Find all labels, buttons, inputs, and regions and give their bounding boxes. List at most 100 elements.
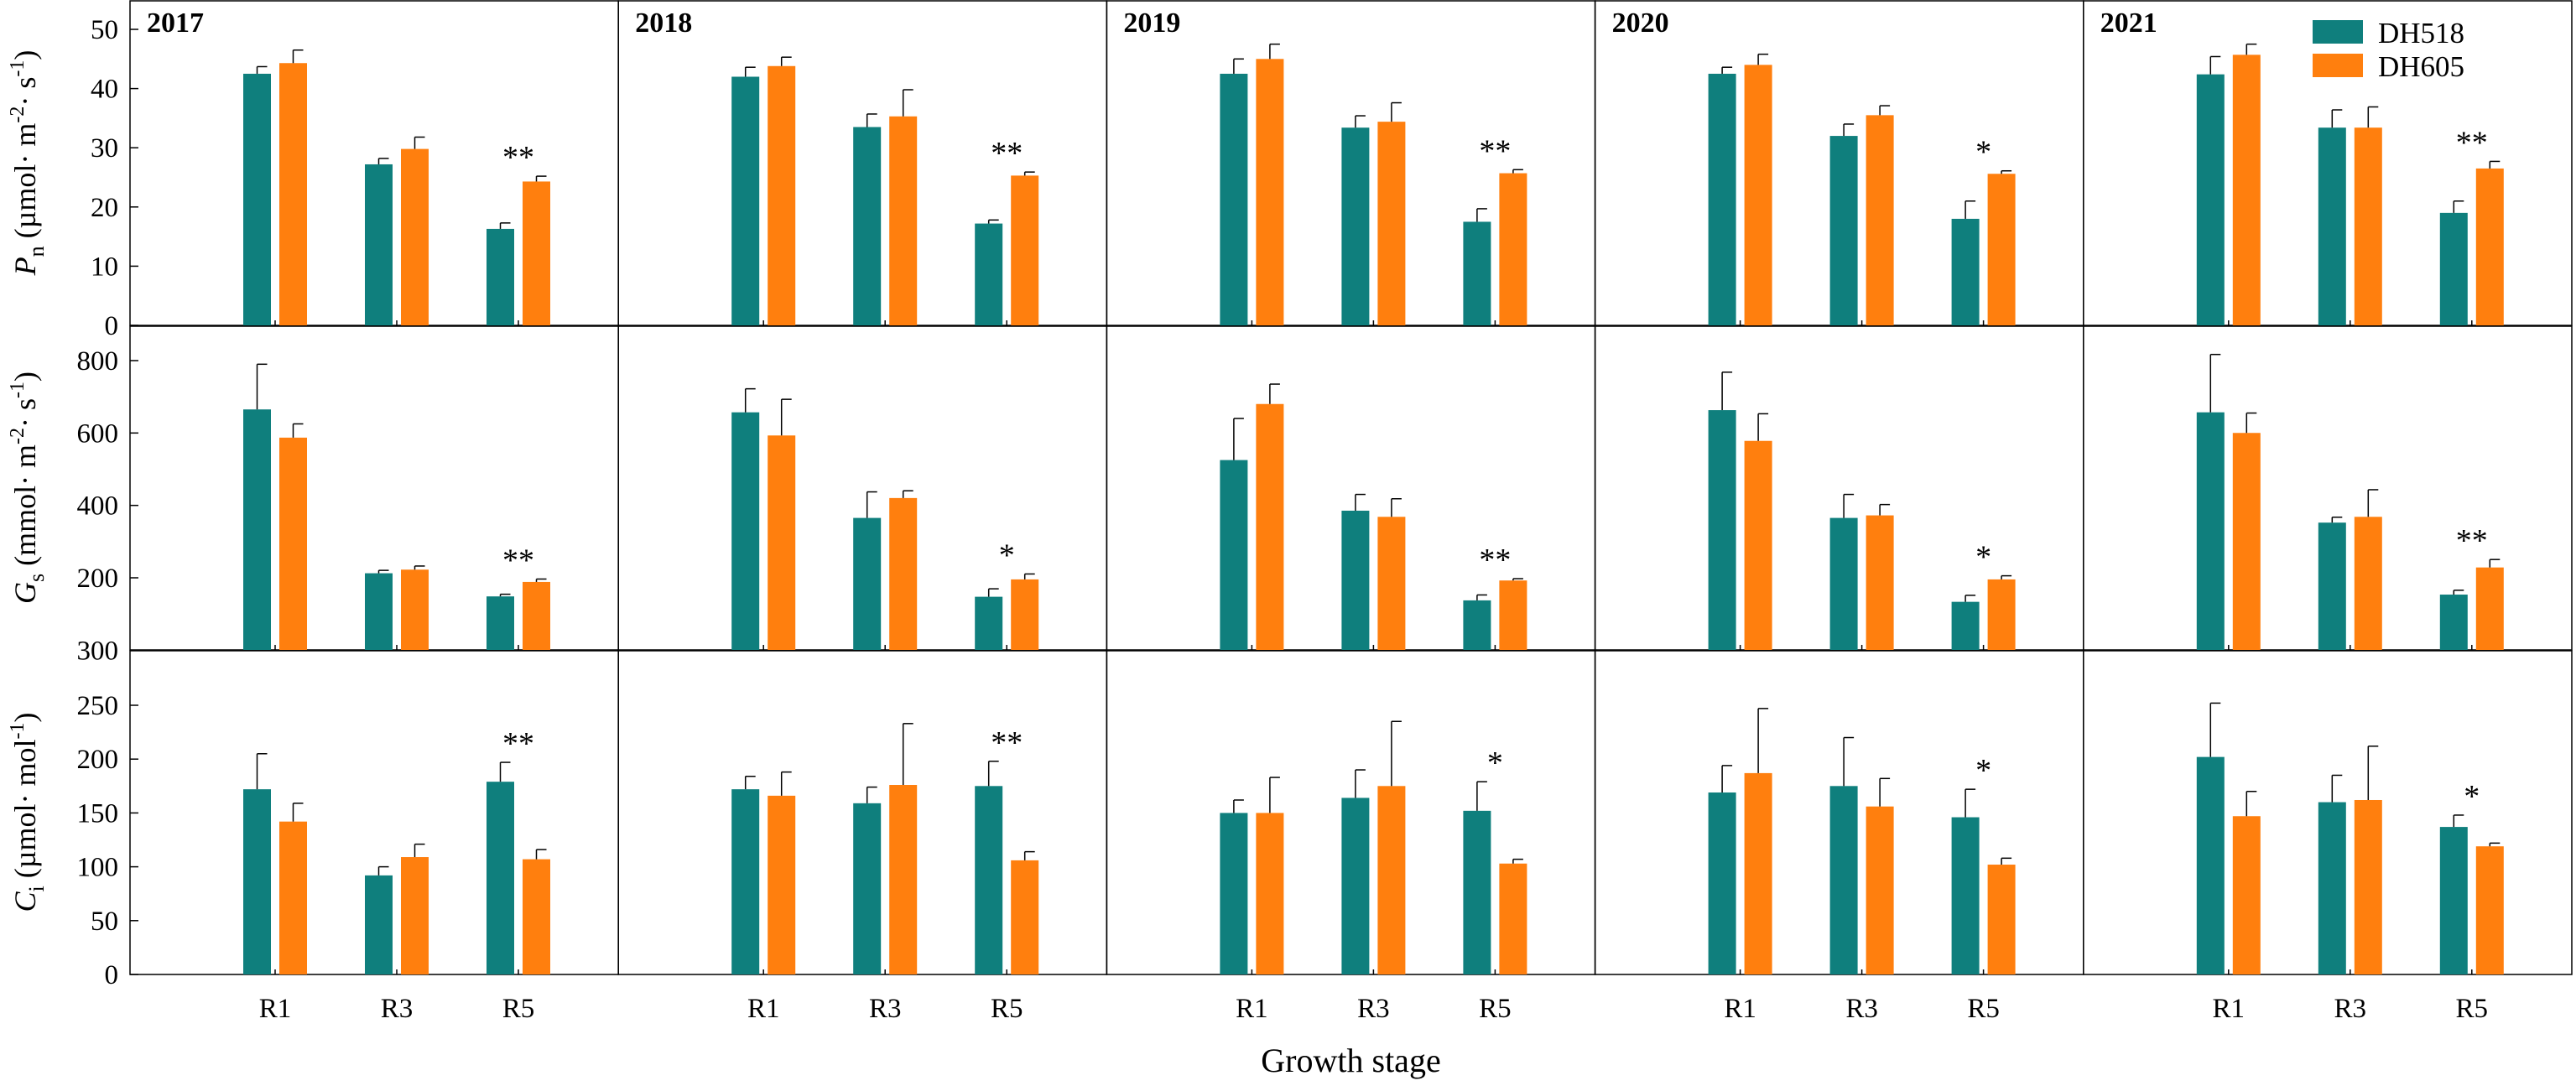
bar-DH518-Gs-2018-R1	[731, 412, 760, 650]
bar-DH605-Pn-2021-R1	[2232, 55, 2261, 325]
x-category-label-R3: R3	[869, 994, 902, 1024]
bar-DH518-Ci-2017-R3	[365, 875, 393, 974]
bar-DH518-Pn-2017-R1	[243, 73, 271, 325]
bar-DH518-Ci-2021-R1	[2196, 756, 2225, 974]
bar-DH518-Gs-2020-R5	[1951, 601, 1980, 650]
y-axis-label-part: · s	[8, 77, 42, 107]
bar-DH518-Gs-2017-R5	[487, 596, 514, 650]
bar-DH605-Ci-2019-R5	[1499, 863, 1527, 974]
y-axis-label-part: -1	[7, 723, 29, 740]
bar-DH605-Gs-2020-R5	[1987, 579, 2016, 650]
bar-DH605-Gs-2021-R1	[2232, 433, 2261, 650]
y-tick-label-Ci: 0	[105, 960, 119, 990]
bar-DH605-Ci-2021-R3	[2354, 799, 2382, 974]
bar-DH518-Ci-2018-R3	[853, 803, 882, 974]
bar-DH605-Ci-2017-R3	[401, 857, 429, 974]
bar-DH518-Gs-2021-R1	[2196, 412, 2225, 650]
y-axis-label-part: )	[8, 713, 42, 723]
bar-DH605-Pn-2017-R1	[279, 63, 307, 325]
bar-DH518-Gs-2017-R3	[365, 573, 393, 650]
x-category-label-R5: R5	[1479, 994, 1512, 1024]
bar-DH605-Pn-2018-R5	[1011, 175, 1039, 325]
y-axis-label-part: s	[24, 574, 49, 582]
x-category-label-R1: R1	[1236, 994, 1268, 1024]
bar-DH605-Gs-2020-R3	[1866, 515, 1894, 650]
x-category-label-R1: R1	[259, 994, 292, 1024]
significance-label: *	[2464, 779, 2480, 814]
bar-DH518-Gs-2021-R5	[2439, 595, 2468, 650]
x-category-label-R3: R3	[1845, 994, 1878, 1024]
y-axis-label-part: G	[8, 582, 42, 604]
x-category-label-R3: R3	[381, 994, 414, 1024]
year-label-2017: 2017	[147, 8, 204, 39]
bar-DH605-Gs-2017-R3	[401, 569, 429, 650]
bar-DH518-Gs-2020-R1	[1708, 410, 1736, 650]
bar-DH605-Pn-2017-R3	[401, 148, 429, 325]
bar-DH518-Ci-2018-R1	[731, 789, 760, 974]
year-label-2021: 2021	[2100, 8, 2157, 39]
bar-DH605-Ci-2021-R1	[2232, 816, 2261, 974]
bar-DH605-Pn-2020-R5	[1987, 174, 2016, 325]
significance-label: **	[1479, 543, 1511, 578]
bar-DH605-Pn-2018-R1	[768, 65, 796, 325]
significance-label: **	[502, 140, 534, 175]
y-tick-label-Ci: 250	[77, 691, 119, 721]
bar-DH518-Pn-2021-R3	[2318, 127, 2346, 325]
x-category-label-R5: R5	[991, 994, 1023, 1024]
bar-DH605-Gs-2018-R1	[768, 435, 796, 650]
y-tick-label-Gs: 200	[77, 564, 119, 594]
bar-DH518-Pn-2017-R3	[365, 164, 393, 325]
bar-DH518-Ci-2020-R5	[1951, 817, 1980, 974]
bar-DH518-Ci-2019-R5	[1463, 810, 1491, 974]
x-category-label-R1: R1	[2213, 994, 2246, 1024]
bar-DH605-Ci-2018-R3	[889, 785, 918, 974]
y-axis-label-part: -2	[7, 107, 29, 123]
y-axis-label-part: C	[8, 891, 42, 912]
bar-DH605-Pn-2021-R3	[2354, 127, 2382, 325]
bar-DH518-Ci-2020-R1	[1708, 792, 1736, 974]
significance-label: **	[2456, 523, 2488, 559]
bar-DH605-Ci-2018-R5	[1011, 860, 1039, 974]
x-axis-title: Growth stage	[1261, 1042, 1440, 1079]
y-axis-label-part: )	[8, 372, 42, 382]
bar-DH518-Ci-2019-R1	[1220, 813, 1248, 974]
bar-DH605-Ci-2021-R5	[2475, 846, 2504, 974]
significance-label: **	[502, 726, 534, 761]
significance-label: *	[1975, 753, 1991, 788]
y-axis-label-part: i	[24, 886, 49, 891]
year-label-2018: 2018	[635, 8, 692, 39]
y-tick-label-Gs: 600	[77, 418, 119, 449]
year-label-2020: 2020	[1612, 8, 1669, 39]
x-category-label-R1: R1	[1724, 994, 1756, 1024]
y-tick-label-Gs: 400	[77, 491, 119, 522]
bar-DH605-Pn-2019-R3	[1377, 122, 1406, 325]
bar-DH518-Gs-2019-R5	[1463, 600, 1491, 650]
y-axis-label-part: -2	[7, 428, 29, 444]
y-axis-label-Ci: Ci (µmol· mol-1)	[7, 713, 49, 912]
y-axis-label-part: -1	[7, 382, 29, 398]
bar-DH605-Gs-2019-R1	[1256, 403, 1284, 650]
bar-DH518-Ci-2019-R3	[1341, 798, 1370, 974]
y-axis-label-part: )	[8, 50, 42, 60]
bar-DH518-Pn-2021-R5	[2439, 212, 2468, 325]
x-category-label-R1: R1	[747, 994, 780, 1024]
significance-label: *	[1975, 135, 1991, 170]
y-tick-label-Pn: 50	[91, 15, 118, 45]
bar-DH518-Pn-2018-R3	[853, 127, 882, 325]
bar-DH518-Pn-2019-R5	[1463, 221, 1491, 325]
x-category-label-R3: R3	[1357, 994, 1390, 1024]
y-axis-label-part: (mmol· m	[8, 444, 42, 574]
y-tick-label-Ci: 200	[77, 745, 119, 775]
bar-DH605-Ci-2017-R1	[279, 821, 307, 974]
y-axis-label-part: -1	[7, 60, 29, 77]
bar-DH518-Pn-2019-R1	[1220, 73, 1248, 325]
bar-DH518-Gs-2019-R3	[1341, 510, 1370, 650]
x-category-label-R5: R5	[1967, 994, 2000, 1024]
bar-DH605-Gs-2020-R1	[1744, 440, 1772, 650]
year-label-2019: 2019	[1123, 8, 1180, 39]
bar-DH518-Pn-2020-R3	[1829, 136, 1858, 325]
bar-DH518-Pn-2020-R5	[1951, 218, 1980, 325]
bar-DH605-Gs-2019-R5	[1499, 580, 1527, 650]
y-axis-label-part: P	[8, 257, 42, 276]
